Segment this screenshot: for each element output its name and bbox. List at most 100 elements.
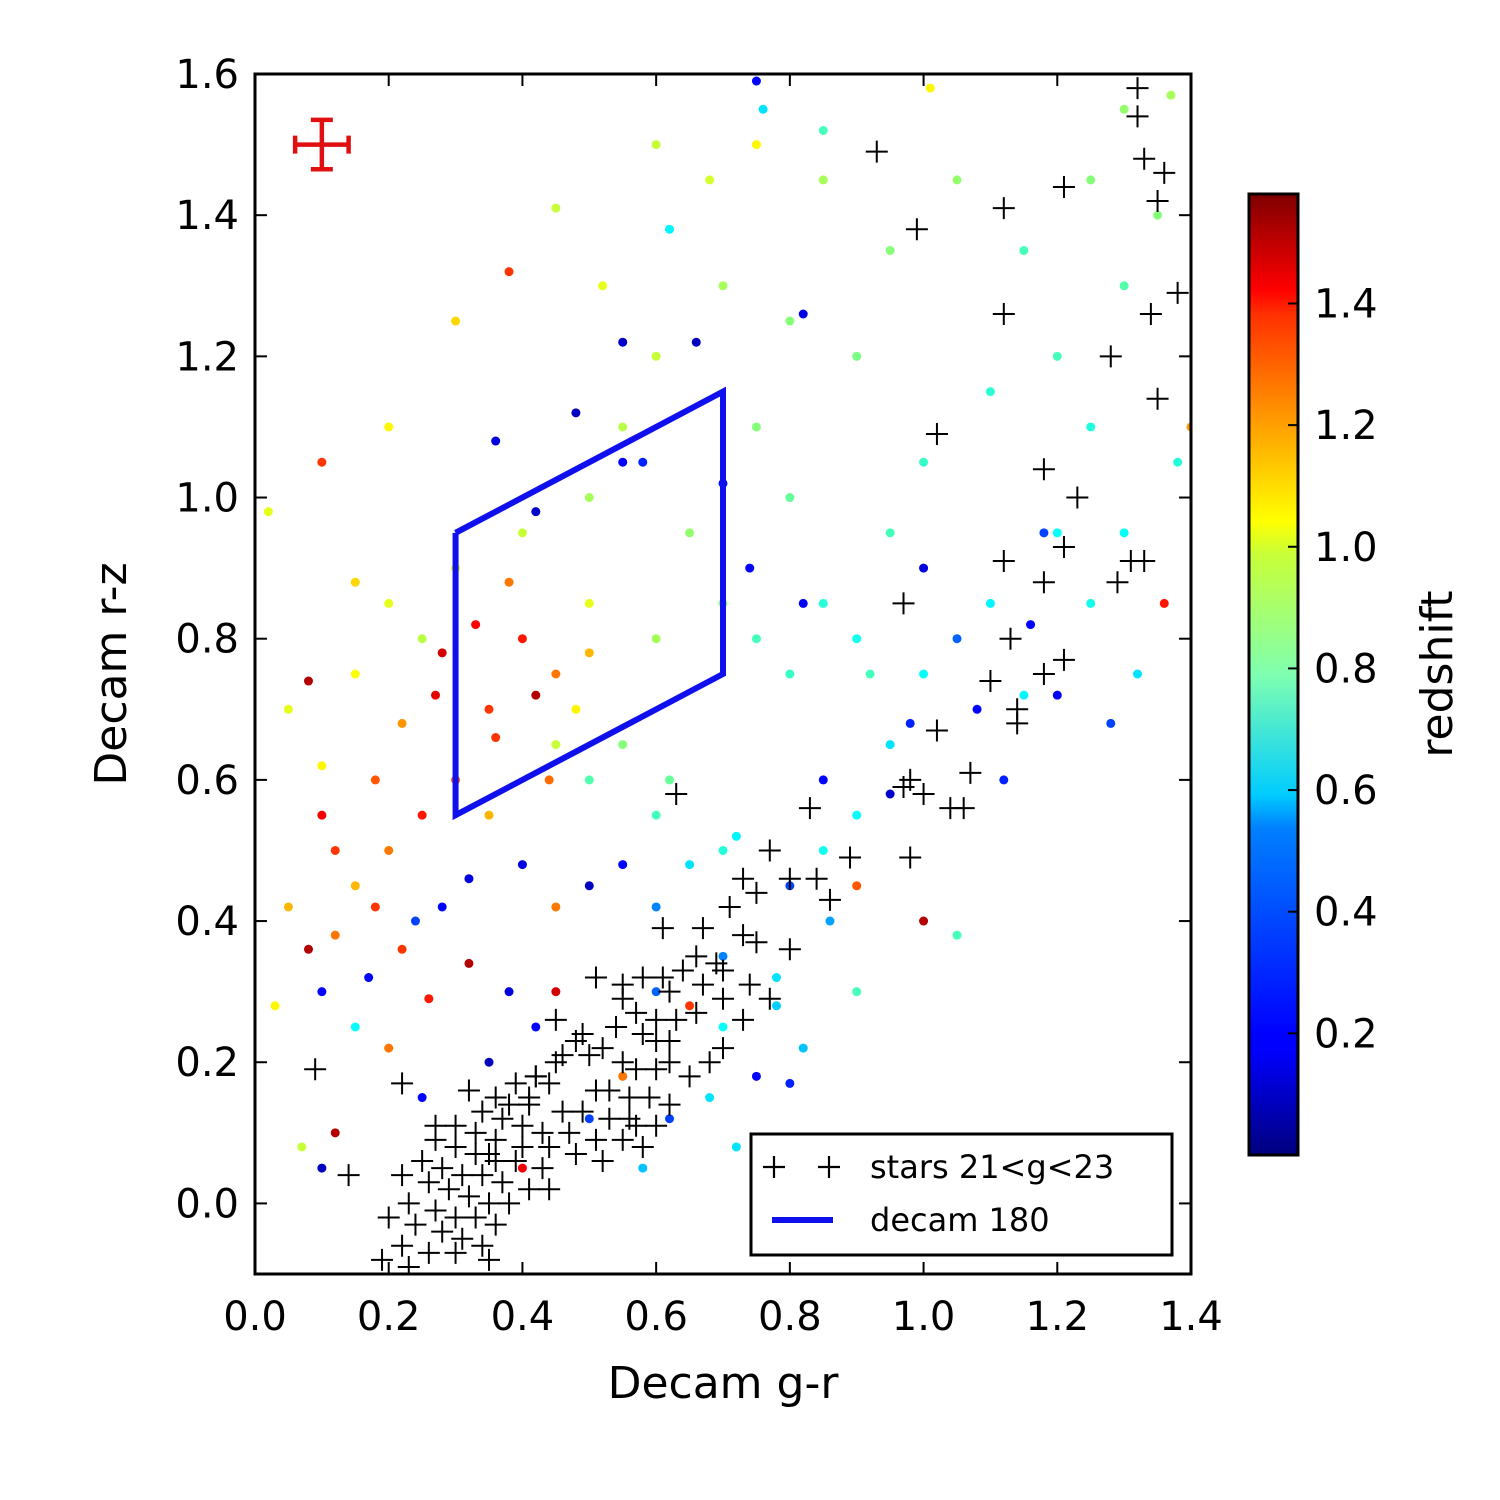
- galaxy-point: [751, 140, 761, 150]
- galaxy-point: [1052, 690, 1062, 700]
- star-marker: [397, 1192, 420, 1215]
- star-marker: [1052, 535, 1075, 558]
- star-marker: [531, 1121, 554, 1144]
- star-marker: [1052, 648, 1075, 671]
- galaxy-point: [517, 1163, 527, 1173]
- galaxy-point: [330, 930, 340, 940]
- star-marker: [625, 1058, 648, 1081]
- legend-label-decam: decam 180: [870, 1201, 1050, 1239]
- star-marker: [925, 719, 948, 742]
- star-marker: [471, 1100, 494, 1123]
- galaxy-point: [785, 669, 795, 679]
- galaxy-point: [384, 845, 394, 855]
- galaxy-point: [985, 387, 995, 397]
- star-marker: [611, 1128, 634, 1151]
- star-marker: [999, 627, 1022, 650]
- star-marker: [658, 1030, 681, 1053]
- star-marker: [758, 987, 781, 1010]
- star-marker: [645, 1008, 668, 1031]
- galaxy-point: [484, 704, 494, 714]
- galaxy-point: [985, 598, 995, 608]
- galaxy-point: [283, 704, 293, 714]
- colorbar-tick-label: 1.0: [1314, 525, 1378, 571]
- star-marker: [484, 1213, 507, 1236]
- star-marker: [391, 1072, 414, 1095]
- star-marker: [404, 1213, 427, 1236]
- star-marker: [678, 1065, 701, 1088]
- star-marker: [605, 1015, 628, 1038]
- galaxy-point: [705, 175, 715, 185]
- galaxy-point: [1119, 104, 1129, 114]
- star-marker: [304, 1058, 327, 1081]
- galaxy-point: [370, 775, 380, 785]
- galaxy-point: [852, 351, 862, 361]
- y-axis-ticks: 0.0 0.2 0.4 0.6 0.8 1.0 1.2 1.4 1.6: [175, 52, 1191, 1227]
- star-marker: [518, 1178, 541, 1201]
- galaxy-point: [464, 958, 474, 968]
- galaxy-point: [437, 902, 447, 912]
- galaxy-point: [818, 125, 828, 135]
- galaxy-point: [618, 740, 628, 750]
- galaxy-point: [1052, 351, 1062, 361]
- star-marker: [591, 1037, 614, 1060]
- x-axis-ticks: 0.0 0.2 0.4 0.6 0.8 1.0 1.2 1.4: [223, 74, 1223, 1340]
- colorbar: 0.2 0.4 0.6 0.8 1.0 1.2 1.4 redshift: [1247, 192, 1463, 1157]
- galaxy-points: [263, 76, 1191, 1173]
- star-marker: [899, 846, 922, 869]
- galaxy-point: [718, 951, 728, 961]
- galaxy-point: [905, 718, 915, 728]
- galaxy-point: [598, 281, 608, 291]
- star-marker: [471, 1234, 494, 1257]
- y-tick-label: 0.4: [175, 899, 239, 945]
- star-marker: [645, 1114, 668, 1137]
- star-marker: [544, 1008, 567, 1031]
- star-marker: [391, 1234, 414, 1257]
- galaxy-point: [551, 203, 561, 213]
- star-marker: [391, 1164, 414, 1187]
- galaxy-point: [972, 704, 982, 714]
- galaxy-point: [771, 1001, 781, 1011]
- star-marker: [484, 1086, 507, 1109]
- colorbar-title: redshift: [1412, 590, 1463, 757]
- star-marker: [718, 895, 741, 918]
- galaxy-point: [424, 994, 434, 1004]
- galaxy-point: [999, 775, 1009, 785]
- galaxy-point: [885, 245, 895, 255]
- star-marker: [732, 867, 755, 890]
- galaxy-point: [925, 83, 935, 93]
- star-marker: [524, 1065, 547, 1088]
- galaxy-point: [798, 598, 808, 608]
- galaxy-point: [531, 690, 541, 700]
- star-marker: [538, 1135, 561, 1158]
- galaxy-point: [852, 634, 862, 644]
- star-marker: [839, 846, 862, 869]
- star-marker: [658, 1093, 681, 1116]
- galaxy-point: [431, 690, 441, 700]
- star-marker: [738, 973, 761, 996]
- galaxy-point: [885, 789, 895, 799]
- galaxy-point: [818, 845, 828, 855]
- galaxy-point: [417, 810, 427, 820]
- star-marker: [377, 1206, 400, 1229]
- x-tick-label: 0.0: [223, 1294, 287, 1340]
- galaxy-point: [451, 316, 461, 326]
- star-marker: [865, 140, 888, 163]
- star-marker: [1146, 190, 1169, 213]
- star-marker: [671, 959, 694, 982]
- colorbar-gradient: [1247, 192, 1300, 1157]
- galaxy-point: [1039, 528, 1049, 538]
- galaxy-point: [263, 507, 273, 517]
- galaxy-point: [685, 860, 695, 870]
- colorbar-tick-label: 1.2: [1314, 403, 1378, 449]
- star-marker: [1052, 175, 1075, 198]
- galaxy-point: [571, 408, 581, 418]
- star-marker: [538, 1072, 561, 1095]
- star-marker: [638, 1086, 661, 1109]
- star-marker: [1032, 663, 1055, 685]
- star-marker: [464, 1206, 487, 1229]
- galaxy-point: [665, 1114, 675, 1124]
- star-marker: [511, 1114, 534, 1137]
- galaxy-point: [651, 987, 661, 997]
- legend-box: [749, 1132, 1174, 1257]
- star-marker: [478, 1248, 500, 1271]
